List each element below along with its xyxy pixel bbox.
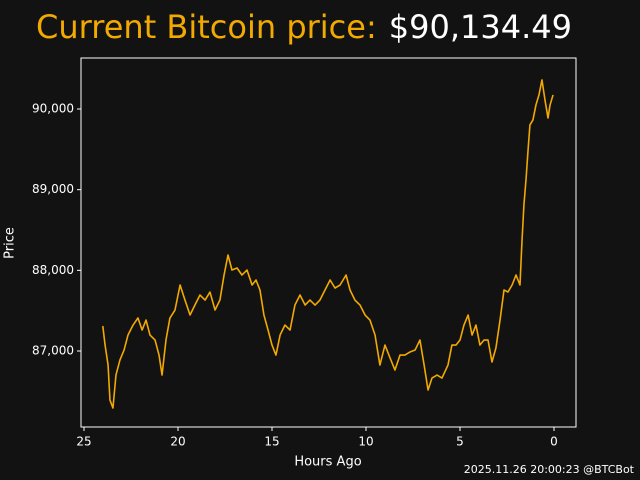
x-tick-label: 5 (456, 435, 464, 449)
x-tick-label: 15 (264, 435, 279, 449)
x-axis-label: Hours Ago (294, 455, 361, 470)
footer: 2025.11.26 20:00:23 @BTCBot (464, 463, 635, 476)
y-tick-label: 87,000 (32, 344, 74, 358)
x-tick-label: 20 (170, 435, 185, 449)
y-tick-label: 88,000 (32, 263, 74, 277)
title-price: $90,134.49 (389, 8, 572, 46)
plot-frame (80, 57, 577, 428)
price-line (102, 79, 554, 409)
y-axis-label: Price (3, 227, 18, 259)
x-tick-label: 10 (358, 435, 373, 449)
y-tick-label: 90,000 (32, 101, 74, 115)
chart-title: Current Bitcoin price: $90,134.49 (36, 8, 572, 46)
title-label: Current Bitcoin price: (36, 8, 377, 46)
x-tick-label: 25 (76, 435, 91, 449)
y-tick-label: 89,000 (32, 182, 74, 196)
x-tick-label: 0 (550, 435, 558, 449)
